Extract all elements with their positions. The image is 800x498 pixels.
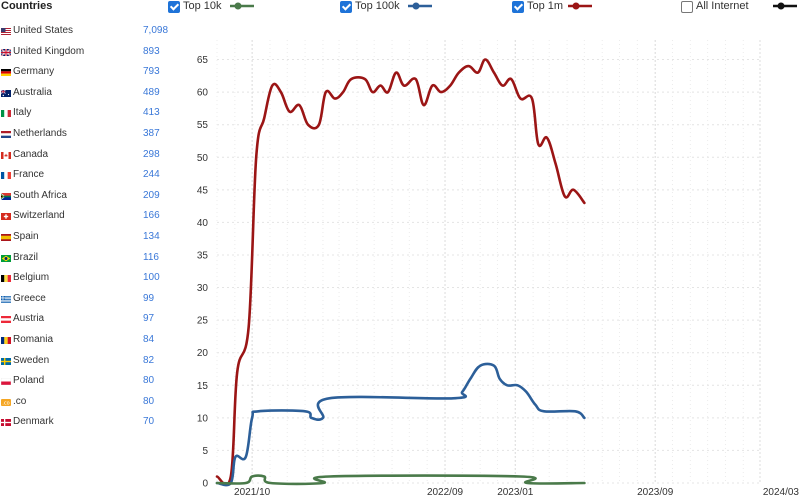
country-count[interactable]: 97 bbox=[143, 313, 155, 325]
country-row[interactable]: Canada 298 bbox=[0, 149, 175, 165]
country-name: Brazil bbox=[13, 251, 39, 263]
y-tick-label: 55 bbox=[197, 120, 209, 131]
legend-label: All Internet bbox=[696, 0, 749, 12]
series-line-top-10k[interactable] bbox=[215, 474, 586, 486]
country-count[interactable]: 134 bbox=[143, 231, 160, 242]
country-name: Greece bbox=[13, 292, 46, 304]
country-row[interactable]: Greece 99 bbox=[0, 293, 175, 309]
y-tick-label: 5 bbox=[202, 446, 208, 457]
y-tick-label: 40 bbox=[197, 218, 209, 229]
countries-title: Countries bbox=[1, 0, 53, 12]
legend-checkbox[interactable] bbox=[512, 1, 524, 13]
country-count[interactable]: 209 bbox=[143, 189, 160, 201]
y-tick-label: 15 bbox=[197, 381, 209, 392]
country-count[interactable]: 82 bbox=[143, 354, 155, 366]
y-tick-label: 0 bbox=[202, 479, 208, 490]
country-name: Spain bbox=[13, 231, 39, 242]
legend-line-icon bbox=[407, 2, 432, 10]
country-row[interactable]: Denmark 70 bbox=[0, 416, 175, 432]
country-row[interactable]: Brazil 116 bbox=[0, 252, 175, 268]
country-count[interactable]: 793 bbox=[143, 66, 160, 78]
y-tick-label: 50 bbox=[197, 153, 209, 164]
country-name: Switzerland bbox=[13, 210, 65, 222]
country-row[interactable]: United States 7,098 bbox=[0, 25, 175, 41]
country-row[interactable]: Austria 97 bbox=[0, 313, 175, 329]
country-name: Austria bbox=[13, 313, 45, 325]
country-name: Romania bbox=[13, 334, 54, 345]
country-name: Sweden bbox=[13, 354, 50, 366]
country-count[interactable]: 244 bbox=[143, 169, 160, 181]
legend-line-icon bbox=[229, 2, 254, 10]
x-tick-label: 2024/03 bbox=[763, 487, 800, 498]
country-count[interactable]: 166 bbox=[143, 210, 160, 222]
country-name: Italy bbox=[13, 107, 32, 119]
country-count[interactable]: 80 bbox=[143, 375, 155, 387]
country-count[interactable]: 387 bbox=[143, 128, 160, 139]
y-tick-label: 25 bbox=[197, 316, 209, 327]
country-count[interactable]: 893 bbox=[143, 45, 160, 57]
legend-checkbox[interactable] bbox=[681, 1, 693, 13]
country-name: United Kingdom bbox=[13, 45, 85, 57]
x-tick-label: 2023/09 bbox=[637, 487, 674, 498]
country-row[interactable]: Spain 134 bbox=[0, 231, 175, 247]
country-name: France bbox=[13, 169, 45, 181]
y-tick-label: 60 bbox=[197, 88, 209, 99]
country-name: Australia bbox=[13, 86, 52, 98]
y-tick-label: 10 bbox=[197, 413, 209, 424]
x-tick-label: 2021/10 bbox=[234, 487, 271, 498]
country-row[interactable]: Australia 489 bbox=[0, 87, 175, 103]
country-row[interactable]: Germany 793 bbox=[0, 66, 175, 82]
country-count[interactable]: 100 bbox=[143, 272, 160, 284]
country-row[interactable]: South Africa 209 bbox=[0, 190, 175, 206]
country-name: Denmark bbox=[13, 416, 54, 428]
legend-checkbox[interactable] bbox=[340, 1, 352, 13]
country-count[interactable]: 413 bbox=[143, 107, 160, 119]
y-tick-label: 30 bbox=[197, 283, 209, 294]
country-name: Poland bbox=[13, 375, 45, 387]
country-row[interactable]: Sweden 82 bbox=[0, 355, 175, 371]
country-count[interactable]: 7,098 bbox=[143, 25, 169, 36]
y-tick-label: 45 bbox=[197, 185, 209, 196]
country-name: Canada bbox=[13, 148, 49, 160]
country-row[interactable]: Netherlands 387 bbox=[0, 128, 175, 144]
y-tick-label: 35 bbox=[197, 250, 209, 261]
country-name: .co bbox=[13, 395, 27, 407]
legend-label: Top 10k bbox=[183, 0, 222, 12]
country-name: South Africa bbox=[13, 189, 67, 201]
country-count[interactable]: 116 bbox=[143, 251, 159, 263]
legend-checkbox[interactable] bbox=[168, 1, 180, 13]
country-row[interactable]: United Kingdom 893 bbox=[0, 46, 175, 62]
legend-line-icon bbox=[773, 2, 798, 10]
country-name: Germany bbox=[13, 66, 55, 78]
country-count[interactable]: 84 bbox=[143, 334, 155, 345]
country-count[interactable]: 70 bbox=[143, 416, 155, 428]
y-tick-label: 20 bbox=[197, 348, 209, 359]
series-line-top-1m[interactable] bbox=[215, 58, 586, 487]
country-row[interactable]: Poland 80 bbox=[0, 375, 175, 391]
legend-label: Top 100k bbox=[355, 0, 400, 12]
legend-label: Top 1m bbox=[527, 0, 564, 12]
country-count[interactable]: 99 bbox=[143, 292, 155, 304]
country-count[interactable]: 80 bbox=[143, 395, 155, 407]
country-row[interactable]: Belgium 100 bbox=[0, 272, 175, 288]
x-tick-label: 2022/09 bbox=[427, 487, 464, 498]
country-name: Netherlands bbox=[13, 128, 67, 139]
legend-line-icon bbox=[567, 2, 592, 10]
x-tick-label: 2023/01 bbox=[497, 487, 534, 498]
svg-text:.co: .co bbox=[2, 400, 9, 406]
country-row[interactable]: Romania 84 bbox=[0, 334, 175, 350]
country-count[interactable]: 489 bbox=[143, 86, 160, 98]
y-tick-label: 65 bbox=[197, 55, 209, 66]
country-row[interactable]: France 244 bbox=[0, 169, 175, 185]
country-row[interactable]: Switzerland 166 bbox=[0, 210, 175, 226]
series-line-top-100k[interactable] bbox=[215, 362, 586, 487]
country-row[interactable]: Italy 413 bbox=[0, 107, 175, 123]
country-count[interactable]: 298 bbox=[143, 148, 160, 160]
country-row[interactable]: .co .co 80 bbox=[0, 396, 175, 412]
country-name: United States bbox=[13, 25, 74, 36]
country-name: Belgium bbox=[13, 272, 50, 284]
